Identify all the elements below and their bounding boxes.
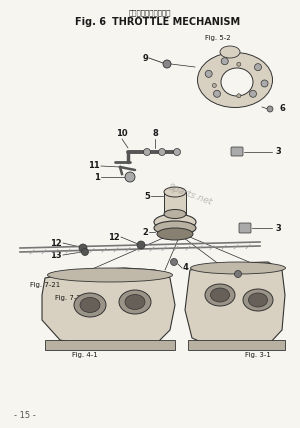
Circle shape: [143, 149, 151, 155]
Text: THROTTLE MECHANISM: THROTTLE MECHANISM: [112, 17, 240, 27]
Ellipse shape: [154, 214, 196, 230]
Text: 6: 6: [280, 104, 286, 113]
Text: Fig. 7-21: Fig. 7-21: [30, 282, 60, 288]
Ellipse shape: [164, 187, 186, 197]
Ellipse shape: [157, 228, 193, 240]
Circle shape: [158, 149, 166, 155]
Text: 4: 4: [252, 276, 258, 285]
Ellipse shape: [205, 284, 235, 306]
Ellipse shape: [190, 262, 286, 274]
Ellipse shape: [125, 294, 145, 309]
Text: 12: 12: [50, 238, 62, 247]
Circle shape: [170, 259, 178, 265]
Ellipse shape: [211, 288, 230, 302]
Text: 10: 10: [116, 129, 128, 138]
Circle shape: [237, 94, 241, 98]
Text: 3: 3: [275, 148, 281, 157]
Ellipse shape: [243, 289, 273, 311]
Ellipse shape: [197, 53, 272, 107]
Circle shape: [267, 106, 273, 112]
Ellipse shape: [220, 46, 240, 58]
Circle shape: [254, 64, 262, 71]
FancyBboxPatch shape: [239, 223, 251, 233]
Ellipse shape: [154, 221, 196, 235]
Text: 5: 5: [144, 191, 150, 200]
Ellipse shape: [248, 293, 268, 307]
Circle shape: [205, 70, 212, 77]
Text: スロットルメカニズム: スロットルメカニズム: [129, 8, 171, 16]
Circle shape: [125, 172, 135, 182]
Text: 2: 2: [142, 228, 148, 237]
Circle shape: [79, 244, 87, 252]
Circle shape: [250, 90, 256, 97]
Circle shape: [214, 90, 220, 97]
Circle shape: [82, 249, 88, 256]
Ellipse shape: [164, 209, 186, 219]
Bar: [164, 192, 186, 214]
Circle shape: [212, 83, 216, 87]
Text: 1: 1: [94, 172, 100, 181]
Text: Fig. 3-1: Fig. 3-1: [245, 352, 271, 358]
Text: Fig. 4-1: Fig. 4-1: [72, 352, 98, 358]
Bar: [188, 340, 285, 350]
FancyBboxPatch shape: [231, 147, 243, 156]
Bar: [45, 340, 175, 350]
Ellipse shape: [47, 268, 172, 282]
Text: Fig. 6: Fig. 6: [75, 17, 106, 27]
Text: 11: 11: [88, 161, 100, 170]
Text: Fig. 5-2: Fig. 5-2: [205, 35, 231, 41]
Circle shape: [163, 60, 171, 68]
Text: - 15 -: - 15 -: [14, 411, 36, 420]
Text: Fig. 7-21: Fig. 7-21: [55, 295, 85, 301]
Text: 13: 13: [50, 250, 62, 259]
Text: 8: 8: [152, 129, 158, 138]
Ellipse shape: [80, 297, 100, 312]
Text: 9: 9: [142, 54, 148, 62]
Text: 12: 12: [108, 232, 120, 241]
Polygon shape: [185, 262, 285, 348]
Circle shape: [173, 149, 181, 155]
Text: 3: 3: [275, 223, 281, 232]
Ellipse shape: [221, 68, 253, 96]
Polygon shape: [42, 268, 175, 348]
Text: 4: 4: [183, 264, 189, 273]
Circle shape: [137, 241, 145, 249]
Ellipse shape: [119, 290, 151, 314]
Ellipse shape: [74, 293, 106, 317]
Circle shape: [261, 80, 268, 87]
Circle shape: [221, 58, 228, 65]
Text: 8parts.net: 8parts.net: [167, 183, 213, 207]
Circle shape: [235, 270, 242, 277]
Circle shape: [237, 62, 241, 66]
